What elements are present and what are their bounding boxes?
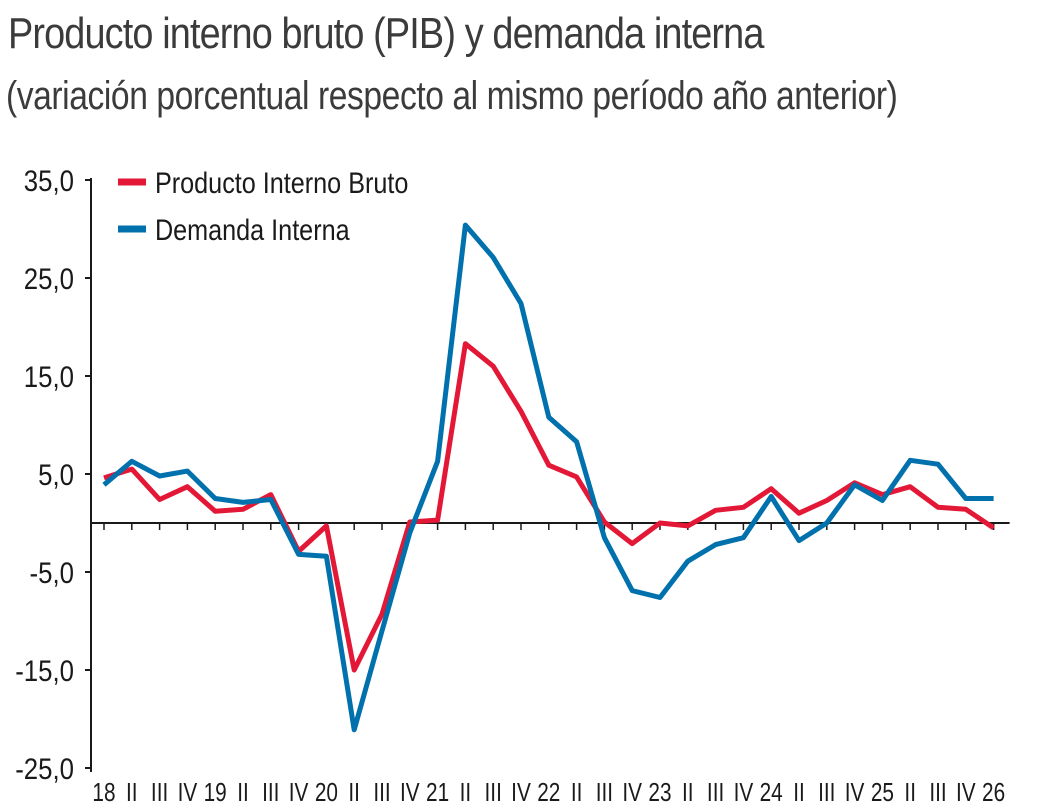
y-axis-ticks: 35,0 25,0 15,0 5,0 -5,0 -15,0 -25,0 [15, 164, 91, 785]
y-tick-label: 35,0 [24, 164, 74, 197]
x-tick-label: II [126, 778, 138, 807]
y-tick-label: -25,0 [15, 752, 74, 785]
x-tick-label: 18 [92, 778, 115, 807]
series-line-pib [103, 341, 995, 673]
x-tick-label: IV [845, 778, 865, 807]
chart-series [102, 222, 995, 733]
x-tick-label: 21 [426, 778, 449, 807]
x-tick-label: III [151, 778, 168, 807]
x-tick-label: IV [734, 778, 754, 807]
x-tick-label: IV [956, 778, 976, 807]
x-tick-label: 25 [871, 778, 894, 807]
y-tick-label: 5,0 [38, 458, 74, 491]
x-tick-label: IV [178, 778, 198, 807]
legend-label: Producto Interno Bruto [155, 166, 408, 200]
x-tick-label: IV [289, 778, 309, 807]
x-tick-label: II [682, 778, 694, 807]
x-tick-label: IV [622, 778, 642, 807]
x-tick-label: III [373, 778, 390, 807]
x-tick-label: III [818, 778, 835, 807]
x-tick-label: 26 [982, 778, 1005, 807]
x-tick-label: III [485, 778, 502, 807]
x-tick-label: II [904, 778, 916, 807]
y-tick-label: 15,0 [24, 360, 74, 393]
y-tick-label: -15,0 [15, 654, 74, 687]
x-tick-label: IV [511, 778, 531, 807]
x-tick-label: III [929, 778, 946, 807]
x-tick-label: II [460, 778, 472, 807]
x-axis-ticks: 18 II III IV 19 II III IV 20 II III IV 21 II III IV 22 II… [92, 523, 1005, 807]
y-tick-label: -5,0 [30, 556, 74, 589]
series-line-demanda-interna [102, 222, 994, 733]
x-tick-label: 24 [760, 778, 783, 807]
x-tick-label: III [262, 778, 279, 807]
x-tick-label: 23 [648, 778, 671, 807]
legend-label: Demanda Interna [155, 213, 350, 247]
x-tick-label: 22 [537, 778, 560, 807]
x-tick-label: II [793, 778, 805, 807]
x-tick-label: 19 [204, 778, 227, 807]
x-tick-label: II [237, 778, 249, 807]
x-tick-label: III [596, 778, 613, 807]
chart-legend: Producto Interno Bruto Demanda Interna [118, 166, 408, 247]
x-tick-label: II [348, 778, 360, 807]
x-tick-label: III [707, 778, 724, 807]
y-tick-label: 25,0 [24, 262, 74, 295]
chart-axes [90, 178, 1010, 772]
x-tick-label: 20 [315, 778, 338, 807]
chart-title: Producto interno bruto (PIB) y demanda i… [8, 9, 764, 58]
x-tick-label: IV [400, 778, 420, 807]
chart-subtitle: (variación porcentual respecto al mismo … [6, 74, 898, 118]
x-tick-label: II [571, 778, 583, 807]
